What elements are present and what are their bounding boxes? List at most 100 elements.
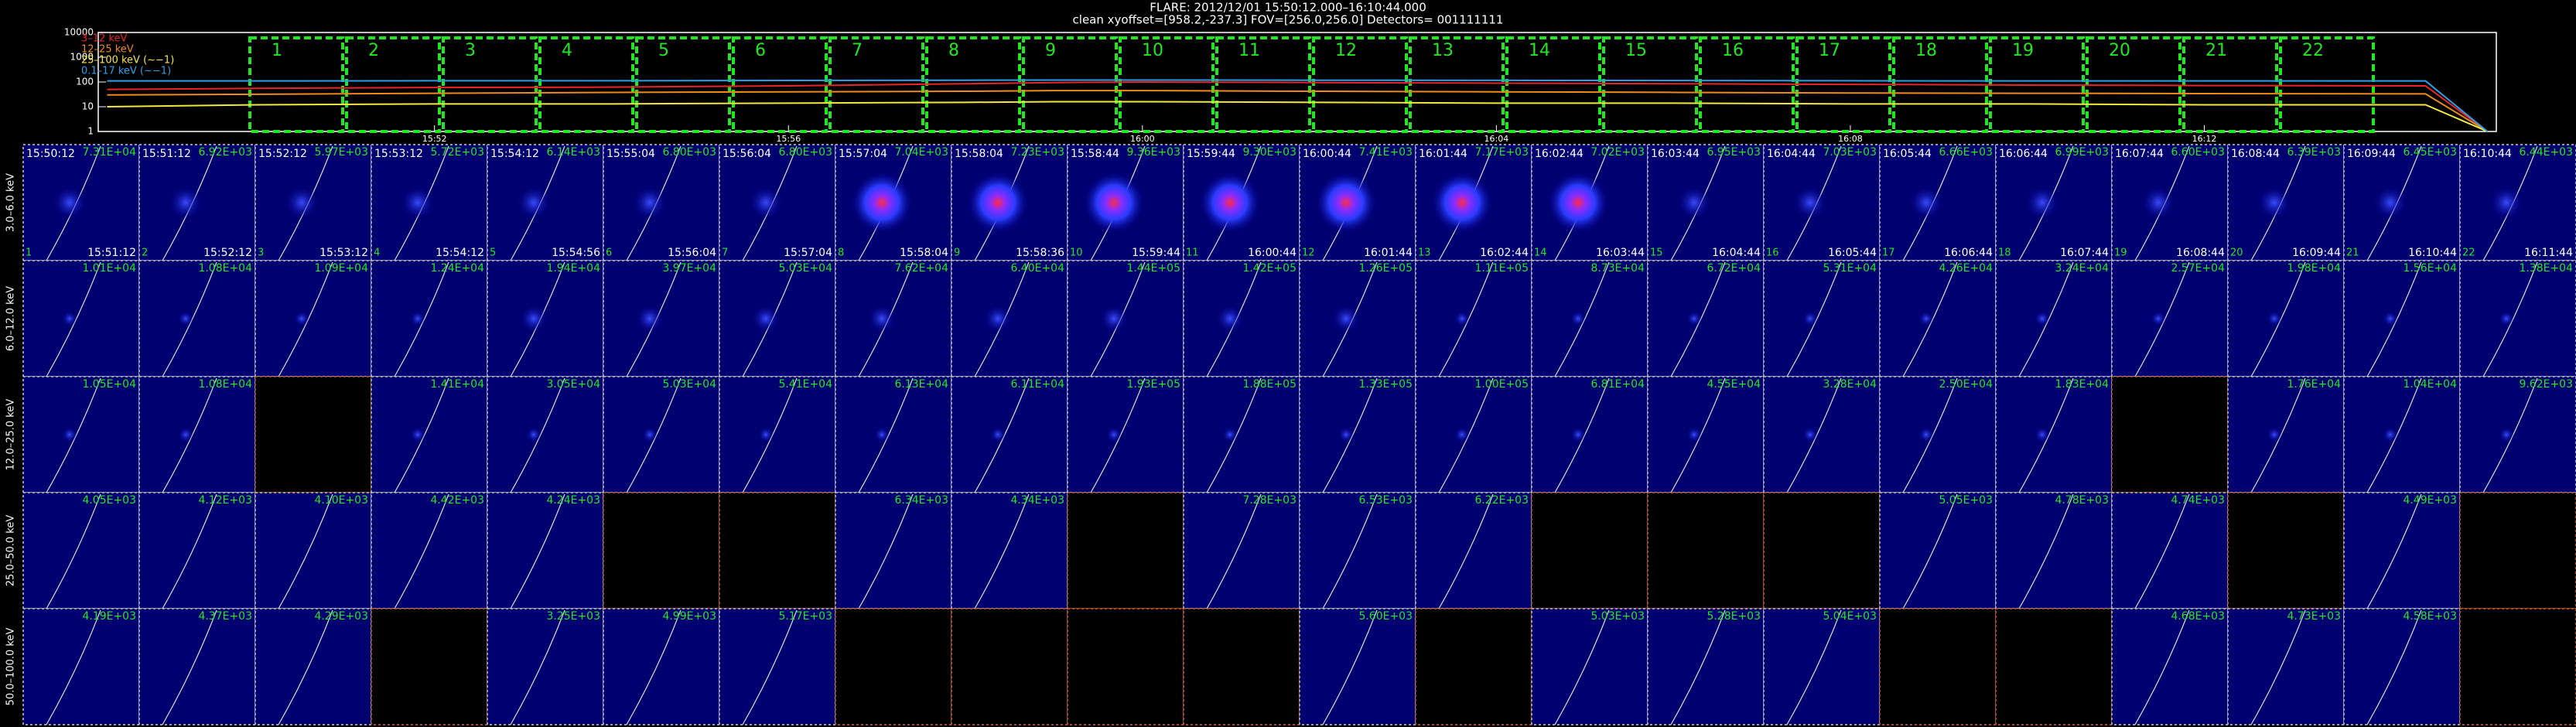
panel <box>1415 260 1532 377</box>
interval-number: 6 <box>755 41 766 60</box>
start-time: 16:01:44 <box>1419 148 1467 160</box>
panel-value: 4.55E+04 <box>1707 378 1761 391</box>
panel-value: 3.24E+04 <box>2055 262 2109 275</box>
legend-entry: 25–100 keV (∼−1) <box>81 55 174 67</box>
source <box>2034 427 2050 442</box>
source <box>636 305 664 333</box>
source <box>1686 427 1702 442</box>
source <box>967 172 1029 234</box>
row-label: 12.0–25.0 keV <box>5 399 17 471</box>
solar-limb <box>278 493 333 609</box>
panel-value: 6.39E+03 <box>2287 146 2341 159</box>
x-tick-label: 16:04 <box>1484 134 1509 144</box>
panel <box>1299 608 1416 725</box>
panel <box>951 376 1068 493</box>
end-time: 15:59:44 <box>1132 247 1180 259</box>
source <box>1454 311 1470 326</box>
panel <box>1067 492 1184 609</box>
source <box>1909 186 1943 220</box>
source <box>1222 427 1238 442</box>
source <box>2257 186 2291 220</box>
source <box>520 305 548 333</box>
start-time: 16:04:44 <box>1767 148 1816 160</box>
panel <box>2227 260 2345 377</box>
panel-value: 3.25E+03 <box>546 610 600 623</box>
end-time: 15:52:12 <box>203 247 252 259</box>
interval-number: 3 <box>465 41 476 60</box>
panel <box>1763 376 1881 493</box>
panel <box>371 492 488 609</box>
source <box>401 186 435 220</box>
panel <box>2111 376 2229 493</box>
interval-number: 5 <box>658 41 669 60</box>
start-time: 15:58:04 <box>955 148 1003 160</box>
y-tick-label: 1 <box>87 126 94 137</box>
panel-value: 5.31E+04 <box>1823 262 1877 275</box>
panel <box>2459 260 2576 377</box>
source <box>2499 427 2514 442</box>
panel-value: 4.78E+03 <box>2055 494 2109 507</box>
interval-index: 11 <box>1186 247 1199 259</box>
interval-number: 19 <box>2012 41 2034 60</box>
panel-value: 2.50E+04 <box>1939 378 1993 391</box>
source <box>526 427 542 442</box>
source <box>2267 427 2282 442</box>
start-time: 15:56:04 <box>723 148 771 160</box>
interval-number: 2 <box>368 41 379 60</box>
source <box>1677 186 1711 220</box>
panel <box>835 376 952 493</box>
panel <box>1995 260 2113 377</box>
panel-value: 4.24E+03 <box>546 494 600 507</box>
source <box>2383 311 2398 326</box>
source <box>2267 311 2282 326</box>
panel-value: 6.14E+03 <box>546 146 600 159</box>
interval-index: 14 <box>1534 247 1547 259</box>
panel-value: 1.09E+04 <box>314 262 368 275</box>
panel-value: 3.97E+04 <box>662 262 716 275</box>
row-label: 6.0–12.0 keV <box>5 286 17 351</box>
series-line <box>107 90 2489 132</box>
panel-value: 1.33E+05 <box>1358 378 1413 391</box>
panel <box>2459 376 2576 493</box>
panel <box>1183 376 1300 493</box>
source <box>851 172 913 234</box>
panel <box>951 492 1068 609</box>
x-tick-label: 15:52 <box>422 134 447 144</box>
end-time: 16:08:44 <box>2176 247 2225 259</box>
panel-value: 4.74E+03 <box>2171 494 2225 507</box>
interval-box <box>2182 36 2278 133</box>
panel <box>371 608 488 725</box>
panel-value: 5.41E+04 <box>778 378 832 391</box>
solar-limb <box>858 493 914 609</box>
panel-value: 6.92E+03 <box>198 146 252 159</box>
panel-value: 7.17E+03 <box>1474 146 1529 159</box>
panel-value: 9.30E+03 <box>1242 146 1297 159</box>
panel <box>951 608 1068 725</box>
panel-value: 7.41E+03 <box>1358 146 1413 159</box>
panel <box>255 260 372 377</box>
series-line <box>107 101 2488 132</box>
interval-index: 17 <box>1882 247 1895 259</box>
panel-value: 7.28E+03 <box>1242 494 1297 507</box>
start-time: 16:08:44 <box>2231 148 2280 160</box>
panel-value: 4.12E+03 <box>198 494 252 507</box>
solar-limb <box>1670 609 1726 725</box>
interval-number: 9 <box>1045 41 1056 60</box>
panel <box>1299 492 1416 609</box>
panel <box>719 608 836 725</box>
source <box>749 186 783 220</box>
start-time: 16:09:44 <box>2347 148 2396 160</box>
panel-value: 7.23E+03 <box>1010 146 1064 159</box>
solar-limb <box>278 609 333 725</box>
panel-value: 5.04E+03 <box>1823 610 1877 623</box>
interval-number: 22 <box>2302 41 2324 60</box>
start-time: 15:53:12 <box>374 148 423 160</box>
solar-limb <box>2134 609 2190 725</box>
source <box>1802 427 1818 442</box>
panel <box>1763 608 1881 725</box>
end-time: 15:54:12 <box>436 247 484 259</box>
panel <box>603 492 720 609</box>
source <box>2141 186 2175 220</box>
interval-box <box>732 36 828 133</box>
